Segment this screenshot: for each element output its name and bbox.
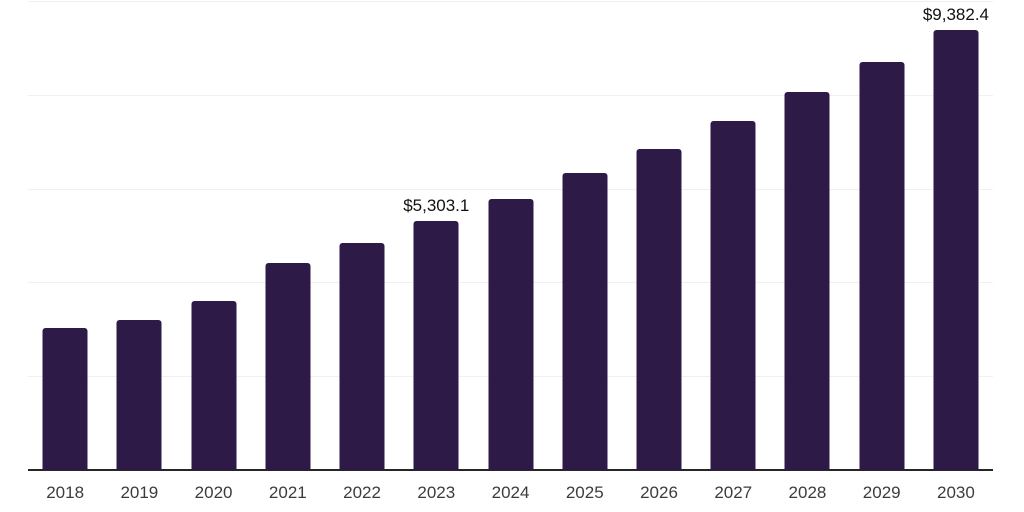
x-tick-label: 2030 <box>937 483 975 502</box>
x-tick-label: 2025 <box>565 483 604 502</box>
plot-area: $5,303.1 $9,382.4 <box>28 1 993 471</box>
x-tick-label: 2029 <box>862 483 901 502</box>
bar-slot: $5,303.1 <box>399 1 473 470</box>
x-tick-label: 2022 <box>343 483 381 502</box>
gridline <box>28 1 993 2</box>
bar <box>710 121 756 470</box>
bar-slot <box>845 1 919 470</box>
x-tick-label: 2020 <box>194 483 233 502</box>
bar <box>488 199 534 470</box>
bar-slot <box>28 1 102 470</box>
bar <box>636 149 682 470</box>
bar-slot <box>325 1 399 470</box>
bar <box>191 301 237 470</box>
bar-value-label: $9,382.4 <box>922 4 990 24</box>
x-axis-labels: 2018 2019 2020 2021 2022 2023 2024 2025 2026 2027… <box>28 470 993 501</box>
bar <box>933 29 979 470</box>
bar-slot <box>176 1 250 470</box>
bar-slot <box>696 1 770 470</box>
bar <box>413 221 459 470</box>
bar <box>42 328 88 470</box>
x-tick-label: 2027 <box>714 483 753 502</box>
bars-container: $5,303.1 $9,382.4 <box>28 1 993 470</box>
bar <box>562 173 608 470</box>
x-tick-label: 2026 <box>640 483 678 502</box>
x-tick-label: 2019 <box>120 483 159 502</box>
x-axis-line <box>28 469 993 471</box>
bar-slot: $9,382.4 <box>919 1 993 470</box>
bar <box>116 320 162 470</box>
bar <box>339 243 385 470</box>
x-tick-label: 2028 <box>788 483 827 502</box>
bar <box>859 62 905 470</box>
bar-slot <box>770 1 844 470</box>
x-tick-label: 2024 <box>491 483 530 502</box>
bar-slot <box>102 1 176 470</box>
gridline <box>28 188 993 190</box>
x-tick-label: 2021 <box>268 483 307 502</box>
bar-slot <box>473 1 547 470</box>
bar-slot <box>548 1 622 470</box>
bar <box>265 263 311 470</box>
bar-slot <box>622 1 696 470</box>
gridline <box>28 94 993 96</box>
bar-slot <box>251 1 325 470</box>
bar <box>784 92 830 470</box>
bar-value-label: $5,303.1 <box>403 196 470 216</box>
x-tick-label: 2018 <box>46 483 85 502</box>
bar-chart: $5,303.1 $9,382.4 2018 2019 2020 2021 2022 202… <box>28 1 993 511</box>
x-tick-label: 2023 <box>417 483 456 502</box>
